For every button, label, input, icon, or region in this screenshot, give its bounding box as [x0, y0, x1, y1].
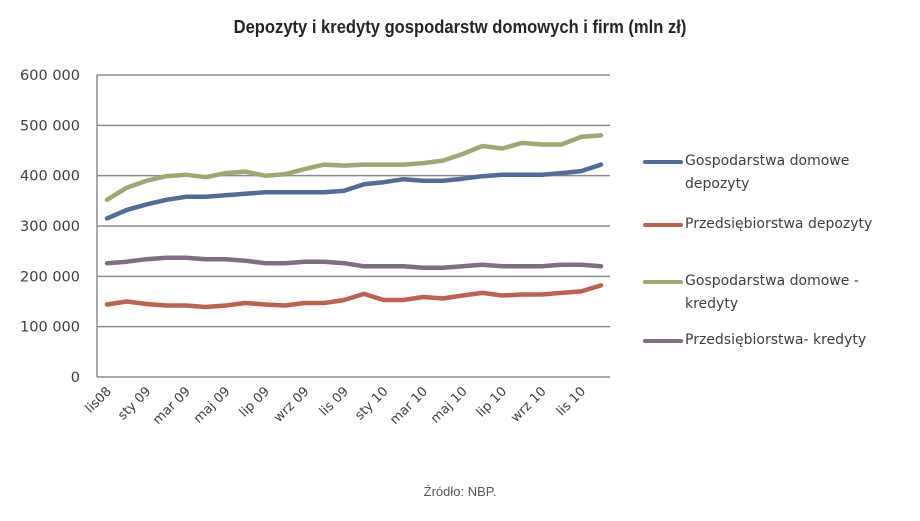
- x-tick-label: mar 09: [150, 384, 194, 428]
- x-tick-label: maj 10: [428, 384, 470, 426]
- x-tick-label: lis 10: [554, 384, 589, 419]
- y-tick-label: 300 000: [20, 219, 80, 235]
- chart-title: Depozyty i kredyty gospodarstw domowych …: [233, 17, 687, 37]
- series-line: [104, 255, 604, 271]
- y-tick-label: 500 000: [20, 118, 80, 134]
- legend-label: Gospodarstwa domowe depozyty: [685, 153, 850, 192]
- x-tick-label: wrz 09: [271, 384, 312, 425]
- y-tick-label: 0: [71, 370, 80, 386]
- x-tick-label: lip 10: [474, 384, 510, 420]
- x-tick-label: mar 10: [387, 384, 431, 428]
- x-tick-label: lis 09: [317, 384, 352, 419]
- legend-item-household-credits: Gospodarstwa domowe - kredyty: [643, 270, 900, 316]
- legend-swatch: [643, 160, 683, 164]
- x-tick-label: sty 10: [352, 384, 391, 423]
- y-axis-labels: 0 100 000 200 000 300 000 400 000 500 000 600 …: [20, 68, 80, 386]
- legend-label: Przedsiębiorstwa- kredyty: [685, 332, 867, 348]
- data-series: [104, 133, 604, 310]
- legend-item-household-deposits: Gospodarstwa domowe depozyty: [643, 150, 900, 196]
- y-tick-label: 200 000: [20, 269, 80, 285]
- legend-label: Gospodarstwa domowe - kredyty: [685, 273, 859, 312]
- legend-label: Przedsiębiorstwa depozyty: [685, 216, 873, 232]
- series-line: [104, 283, 604, 310]
- x-tick-label: maj 09: [191, 384, 233, 426]
- y-tick-label: 100 000: [20, 320, 80, 336]
- legend-item-firm-deposits: Przedsiębiorstwa depozyty: [643, 213, 900, 236]
- gridlines: [96, 74, 610, 378]
- legend-swatch: [643, 223, 683, 227]
- series-line: [104, 162, 604, 221]
- x-tick-label: wrz 10: [508, 384, 549, 425]
- y-tick-label: 400 000: [20, 169, 80, 185]
- legend-item-firm-credits: Przedsiębiorstwa- kredyty: [643, 329, 900, 352]
- x-tick-label: lip 09: [237, 384, 273, 420]
- source-note: Źródło: NBP.: [423, 484, 497, 499]
- x-tick-label: sty 09: [115, 384, 154, 423]
- series-line: [104, 133, 604, 203]
- legend-swatch: [643, 339, 683, 343]
- x-tick-label: lis08: [83, 384, 115, 416]
- legend-swatch: [643, 280, 683, 284]
- y-tick-label: 600 000: [20, 68, 80, 84]
